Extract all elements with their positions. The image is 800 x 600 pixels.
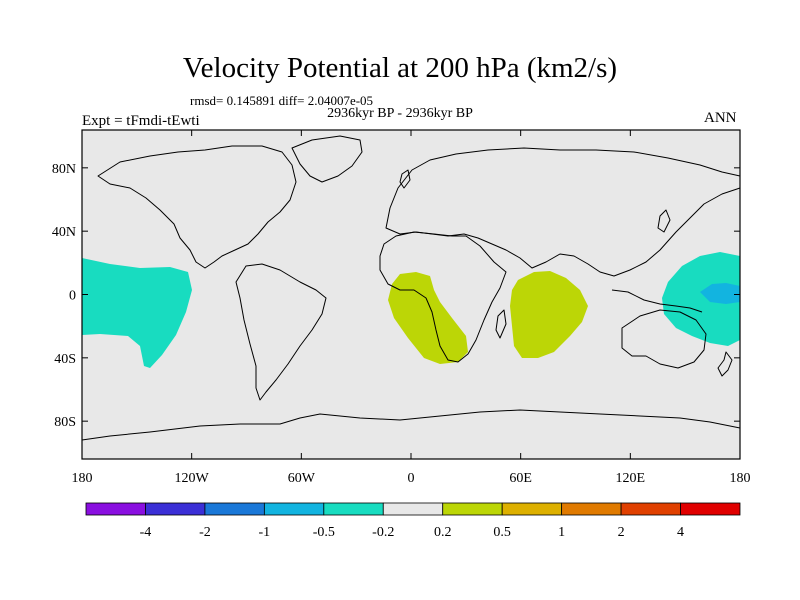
colorbar-swatch bbox=[620, 502, 681, 516]
colorbar-label: 4 bbox=[677, 525, 684, 540]
colorbar-swatch bbox=[204, 502, 265, 516]
colorbar-label: 2 bbox=[618, 525, 625, 540]
positive-anomaly-africa-atlantic bbox=[388, 272, 468, 364]
lat-tick-label: 40N bbox=[52, 225, 76, 240]
colorbar-label: 0.5 bbox=[493, 525, 511, 540]
lon-tick-label: 180 bbox=[72, 471, 93, 486]
colorbar-label: -0.5 bbox=[313, 525, 335, 540]
coastline-madagascar bbox=[495, 309, 507, 339]
coastline-antarctica bbox=[81, 409, 741, 441]
colorbar-swatch bbox=[145, 502, 206, 516]
anomaly-shading bbox=[82, 252, 740, 368]
lat-tick-label: 80S bbox=[54, 415, 76, 430]
colorbar-swatch bbox=[382, 502, 444, 516]
colorbar-swatch bbox=[501, 502, 563, 516]
lon-tick-label: 60E bbox=[509, 471, 532, 486]
coastline-japan bbox=[657, 209, 671, 233]
colorbar-swatch bbox=[561, 502, 622, 516]
colorbar-swatch bbox=[263, 502, 325, 516]
lon-tick-label: 60W bbox=[288, 471, 316, 486]
coastlines bbox=[81, 135, 741, 441]
coastline-africa bbox=[379, 231, 507, 363]
colorbar-label: -4 bbox=[140, 525, 152, 540]
coastline-maritime-continent bbox=[611, 289, 703, 313]
positive-anomaly-indian-ocean bbox=[510, 271, 588, 358]
colorbar-swatch bbox=[323, 502, 384, 516]
negative-anomaly-west-pacific bbox=[662, 252, 740, 346]
coastline-australia bbox=[621, 309, 707, 369]
colorbar-label: 0.2 bbox=[434, 525, 452, 540]
longitude-axis: 180 120W 60W 0 60E 120E 180 bbox=[72, 130, 751, 486]
season-label: ANN bbox=[704, 110, 737, 126]
lon-tick-label: 120W bbox=[175, 471, 210, 486]
colorbar-label: -2 bbox=[199, 525, 211, 540]
coastline-north-america bbox=[97, 145, 297, 269]
experiment-label: Expt = tFmdi-tEwti bbox=[82, 113, 200, 129]
coastline-south-america bbox=[235, 263, 327, 401]
colorbar-swatch bbox=[680, 502, 741, 516]
lat-tick-label: 0 bbox=[69, 289, 76, 304]
negative-anomaly-east-pacific bbox=[82, 258, 192, 368]
colorbar: -4 -2 -1 -0.5 -0.2 0.2 0.5 1 2 4 bbox=[85, 502, 741, 540]
colorbar-swatch bbox=[442, 502, 503, 516]
colorbar-label: -1 bbox=[259, 525, 271, 540]
coastline-new-zealand bbox=[717, 351, 733, 377]
colorbar-label: 1 bbox=[558, 525, 565, 540]
colorbar-swatch bbox=[85, 502, 146, 516]
lon-tick-label: 180 bbox=[730, 471, 751, 486]
map-title: Velocity Potential at 200 hPa (km2/s) bbox=[182, 52, 618, 84]
time-period: 2936kyr BP - 2936kyr BP bbox=[327, 106, 473, 121]
lon-tick-label: 0 bbox=[408, 471, 415, 486]
rmsd-diff-stats: rmsd= 0.145891 diff= 2.04007e-05 bbox=[190, 93, 374, 108]
negative-anomaly-west-pacific-core bbox=[700, 283, 740, 304]
coastline-greenland bbox=[291, 135, 363, 183]
lat-tick-label: 40S bbox=[54, 352, 76, 367]
coastline-uk bbox=[399, 169, 411, 189]
coastline-eurasia bbox=[385, 147, 741, 277]
lat-tick-label: 80N bbox=[52, 162, 76, 177]
lon-tick-label: 120E bbox=[616, 471, 646, 486]
latitude-axis: 80N 40N 0 40S 80S bbox=[52, 162, 740, 430]
colorbar-label: -0.2 bbox=[372, 525, 394, 540]
